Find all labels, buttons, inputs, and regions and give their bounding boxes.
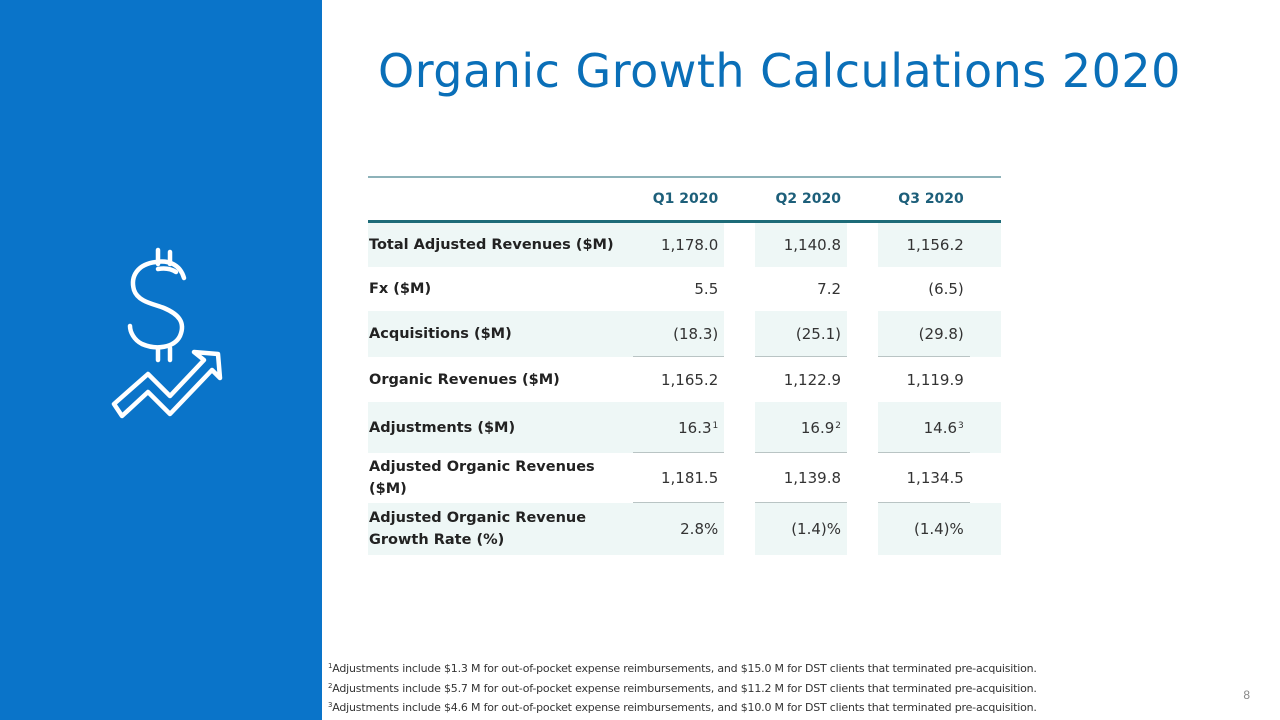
row-label: Fx ($M): [369, 281, 432, 297]
cell-q1: 5.5: [694, 280, 719, 298]
footnotes: 1Adjustments include $1.3 M for out-of-p…: [327, 658, 1037, 717]
cell-q3: (29.8): [878, 311, 970, 357]
row-label: Total Adjusted Revenues ($M): [368, 221, 633, 267]
table-row: Adjustments ($M) 16.31 16.92 14.63: [368, 402, 1001, 453]
page-number: 8: [1243, 688, 1250, 702]
footnote-3: 3Adjustments include $4.6 M for out-of-p…: [328, 701, 1037, 714]
cell-q2: (1.4)%: [755, 503, 848, 555]
header-q1: Q1 2020: [652, 190, 719, 207]
cell-q2: 1,122.9: [783, 370, 842, 389]
cell-q1: 2.8%: [632, 503, 725, 555]
cell-q3: 1,119.9: [906, 370, 964, 389]
table-header-row: Q1 2020 Q2 2020 Q3 2020: [368, 177, 1001, 221]
footnote-2: 2Adjustments include $5.7 M for out-of-p…: [328, 681, 1037, 695]
cell-q1: 1,181.5: [633, 453, 725, 503]
row-label: Adjusted Organic Revenues ($M): [369, 459, 595, 497]
row-label: Organic Revenues ($M): [369, 371, 560, 388]
row-label: Adjustments ($M): [368, 402, 633, 453]
footnote-mark: 3: [958, 420, 964, 431]
header-q3: Q3 2020: [898, 190, 964, 207]
cell-q2: 1,140.8: [755, 221, 848, 267]
table-row: Fx ($M) 5.5 7.2 (6.5): [368, 267, 1001, 311]
cell-q3: 14.63: [878, 402, 970, 453]
row-label: Adjusted Organic Revenue Growth Rate (%): [368, 503, 633, 555]
cell-q1: (18.3): [632, 311, 725, 357]
cell-q3: 1,134.5: [878, 453, 970, 503]
header-label-column: [368, 177, 633, 221]
left-accent-panel: [0, 0, 322, 720]
row-label: Acquisitions ($M): [368, 311, 633, 357]
cell-q2: 7.2: [817, 280, 842, 298]
organic-growth-table: Q1 2020 Q2 2020 Q3 2020 Total Adjusted R…: [368, 176, 1001, 555]
table-row: Acquisitions ($M) (18.3) (25.1) (29.8): [368, 311, 1001, 357]
cell-q3: (1.4)%: [878, 503, 970, 555]
cell-q3: (6.5): [928, 280, 964, 298]
table-row: Total Adjusted Revenues ($M) 1,178.0 1,1…: [368, 221, 1001, 267]
cell-q1: 1,165.2: [660, 370, 719, 389]
cell-q2: 1,139.8: [755, 453, 847, 503]
table-row: Adjusted Organic Revenue Growth Rate (%)…: [368, 503, 1001, 555]
table-row: Organic Revenues ($M) 1,165.2 1,122.9 1,…: [368, 357, 1001, 402]
footnote-1: 1Adjustments include $1.3 M for out-of-p…: [328, 662, 1037, 675]
cell-q2: (25.1): [755, 311, 848, 357]
cell-q3: 1,156.2: [878, 221, 970, 267]
table-row: Adjusted Organic Revenues ($M) 1,181.5 1…: [368, 453, 1001, 503]
cell-q2: 16.92: [755, 402, 848, 453]
footnote-mark: 1: [712, 420, 719, 431]
dollar-growth-arrow-icon: [111, 247, 223, 419]
page-title: Organic Growth Calculations 2020: [378, 44, 1181, 98]
footnote-mark: 2: [835, 420, 842, 431]
header-q2: Q2 2020: [775, 190, 842, 207]
cell-q1: 16.31: [632, 402, 725, 453]
cell-q1: 1,178.0: [632, 221, 725, 267]
